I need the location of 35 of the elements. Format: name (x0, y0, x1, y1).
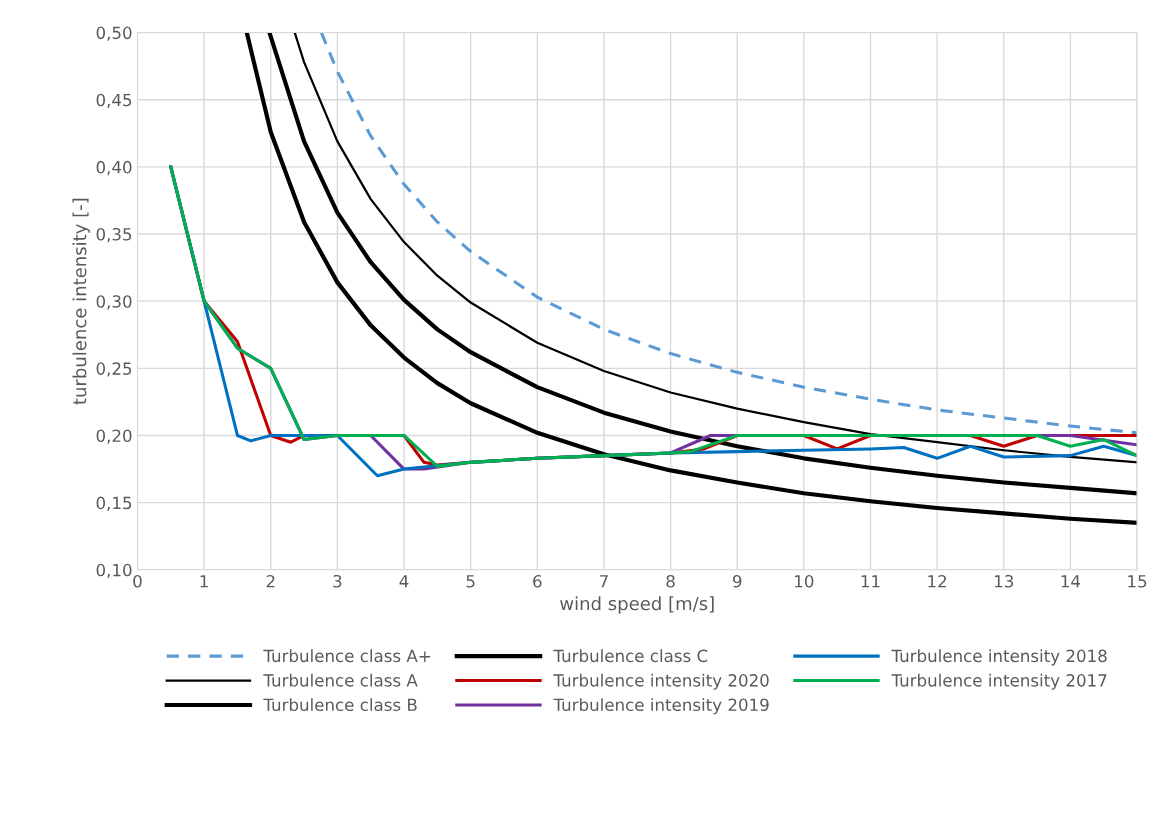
x-tick-label: 3 (333, 574, 342, 588)
x-tick-label: 1 (200, 575, 208, 588)
legend-label: Turbulence class A (263, 673, 418, 687)
legend-label: Turbulence class B (263, 698, 417, 712)
y-tick-label: 0,45 (96, 93, 132, 108)
legend-label: Turbulence intensity 2019 (553, 698, 769, 715)
x-tick-label: 6 (533, 574, 542, 588)
y-tick-label: 0,15 (96, 496, 132, 511)
y-tick-label: 0,50 (96, 26, 132, 41)
x-tick-label: 15 (1128, 575, 1147, 588)
x-tick-label: 11 (861, 575, 880, 588)
y-tick-label: 0,20 (96, 429, 132, 444)
x-tick-label: 7 (600, 575, 608, 588)
x-tick-label: 10 (795, 574, 814, 588)
legend-label: Turbulence class A+ (263, 649, 431, 663)
legend-label: Turbulence class C (553, 649, 708, 663)
y-axis-title: turbulence intensity [-] (72, 198, 90, 405)
x-tick-label: 8 (666, 574, 675, 588)
legend-label: Turbulence intensity 2020 (553, 673, 769, 690)
x-tick-label: 13 (994, 574, 1014, 588)
legend-label: Turbulence intensity 2018 (891, 649, 1107, 666)
y-tick-label: 0,35 (96, 227, 132, 243)
x-tick-label: 12 (928, 574, 947, 588)
x-tick-label: 5 (466, 575, 475, 588)
y-tick-label: 0,40 (96, 160, 132, 176)
y-tick-label: 0,30 (96, 295, 132, 310)
x-tick-label: 2 (266, 574, 275, 588)
y-tick-label: 0,10 (96, 563, 132, 579)
x-axis-title: wind speed [m/s] (560, 596, 714, 614)
legend-label: Turbulence intensity 2017 (891, 673, 1107, 690)
x-tick-label: 0 (133, 574, 142, 588)
y-tick-label: 0,25 (96, 362, 132, 377)
x-tick-label: 9 (732, 574, 742, 588)
x-tick-label: 14 (1061, 575, 1081, 588)
x-tick-label: 4 (399, 575, 409, 588)
